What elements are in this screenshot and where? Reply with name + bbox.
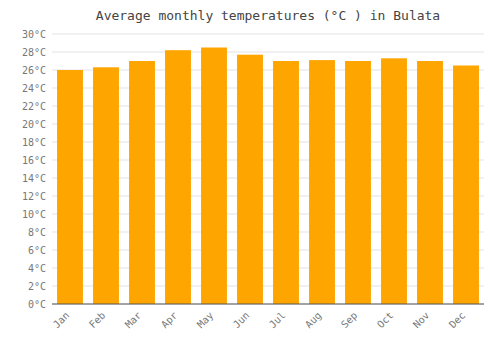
bar	[165, 50, 191, 304]
y-tick-label: 2°C	[28, 281, 46, 292]
y-axis: 0°C 2°C 4°C 6°C 8°C 10°C 12°C 14°C 16°C 18°C 20°C 2…	[22, 29, 46, 310]
x-tick-label: Jul	[267, 310, 288, 331]
y-tick-label: 20°C	[22, 119, 46, 130]
bar	[273, 61, 299, 304]
x-tick-label: Sep	[339, 310, 360, 331]
grid-line	[52, 52, 484, 53]
bar	[237, 55, 263, 304]
x-tick-label: Apr	[159, 310, 180, 331]
x-tick-label: May	[195, 310, 216, 331]
chart-svg: Average monthly temperatures (°C ) in Bu…	[0, 0, 500, 350]
bar	[93, 67, 119, 304]
x-tick-label: Mar	[123, 310, 144, 331]
y-tick-label: 16°C	[22, 155, 46, 166]
bar	[453, 66, 479, 305]
y-grid	[52, 34, 484, 304]
y-tick-label: 10°C	[22, 209, 46, 220]
chart-container: Average monthly temperatures (°C ) in Bu…	[0, 0, 500, 350]
y-tick-label: 8°C	[28, 227, 46, 238]
chart-title: Average monthly temperatures (°C ) in Bu…	[96, 8, 440, 23]
y-tick-label: 26°C	[22, 65, 46, 76]
bar	[201, 48, 227, 305]
y-tick-label: 18°C	[22, 137, 46, 148]
bar	[381, 58, 407, 304]
y-tick-label: 4°C	[28, 263, 46, 274]
y-tick-label: 24°C	[22, 83, 46, 94]
bar	[345, 61, 371, 304]
x-axis: Jan Feb Mar Apr May Jun Jul Aug Sep Oct Nov Dec	[51, 304, 484, 330]
bar	[129, 61, 155, 304]
x-tick-label: Oct	[375, 310, 396, 331]
x-axis-line	[52, 304, 484, 305]
y-tick-label: 30°C	[22, 29, 46, 40]
x-tick-label: Jun	[231, 310, 252, 331]
bar	[309, 60, 335, 304]
y-tick-label: 28°C	[22, 47, 46, 58]
y-tick-label: 14°C	[22, 173, 46, 184]
y-tick-label: 0°C	[28, 299, 46, 310]
bars	[57, 48, 479, 305]
y-tick-label: 6°C	[28, 245, 46, 256]
x-tick-label: Jan	[51, 310, 72, 331]
x-tick-label: Feb	[87, 310, 108, 331]
grid-line	[52, 34, 484, 35]
x-tick-label: Dec	[447, 310, 468, 331]
grid-line	[52, 304, 484, 305]
x-tick-label: Nov	[411, 310, 432, 331]
bar	[57, 70, 83, 304]
y-tick-label: 22°C	[22, 101, 46, 112]
y-tick-label: 12°C	[22, 191, 46, 202]
bar	[417, 61, 443, 304]
x-tick-label: Aug	[303, 310, 324, 331]
